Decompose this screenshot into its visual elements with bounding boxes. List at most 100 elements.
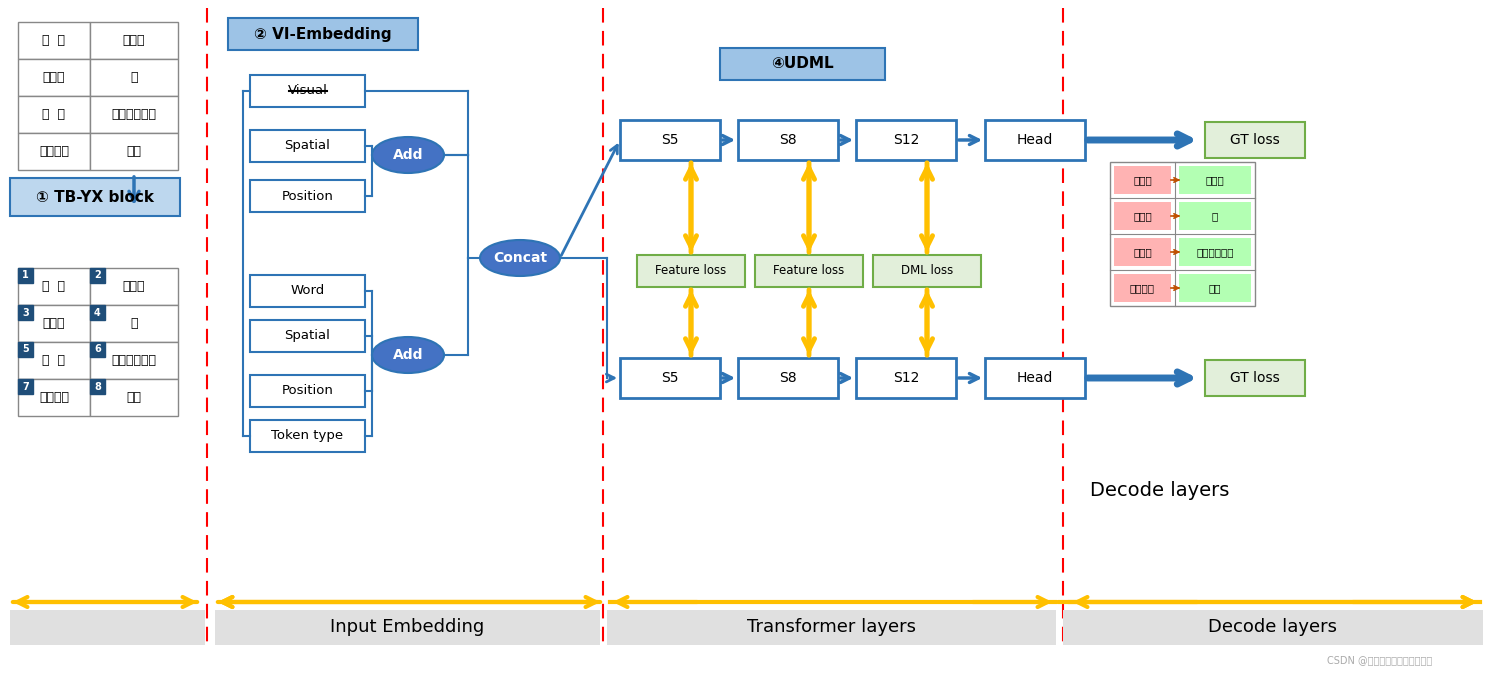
Bar bbox=[250, 75, 365, 107]
Bar bbox=[89, 305, 177, 342]
Text: 政治面貌: 政治面貌 bbox=[39, 145, 69, 158]
Bar bbox=[250, 180, 365, 212]
Bar bbox=[1115, 166, 1171, 194]
Bar bbox=[738, 358, 837, 398]
Text: 曾用名: 曾用名 bbox=[43, 71, 66, 84]
Text: Input Embedding: Input Embedding bbox=[331, 619, 484, 636]
Text: 甘肃省兰州市: 甘肃省兰州市 bbox=[1196, 247, 1234, 257]
Bar bbox=[228, 18, 419, 50]
Text: Word: Word bbox=[291, 284, 325, 297]
Text: CSDN @博观而约取，厚积而薄发: CSDN @博观而约取，厚积而薄发 bbox=[1328, 655, 1432, 665]
Bar bbox=[18, 379, 89, 416]
Bar bbox=[18, 96, 89, 133]
Text: Spatial: Spatial bbox=[285, 139, 331, 152]
Ellipse shape bbox=[372, 337, 444, 373]
Text: 8: 8 bbox=[94, 382, 101, 391]
Text: S12: S12 bbox=[893, 133, 919, 147]
Bar bbox=[720, 48, 885, 80]
Text: S8: S8 bbox=[779, 371, 797, 385]
Text: S5: S5 bbox=[662, 133, 679, 147]
Bar bbox=[1062, 610, 1483, 645]
Bar bbox=[755, 255, 863, 287]
Bar bbox=[18, 59, 89, 96]
Text: 无: 无 bbox=[130, 317, 137, 330]
Text: Position: Position bbox=[282, 190, 334, 202]
Bar bbox=[1179, 274, 1252, 302]
Bar bbox=[89, 22, 177, 59]
Bar bbox=[89, 379, 177, 416]
Text: 7: 7 bbox=[22, 382, 28, 391]
Bar bbox=[89, 268, 177, 305]
Bar bbox=[985, 120, 1085, 160]
Text: Add: Add bbox=[393, 148, 423, 162]
Text: 姓一名: 姓一名 bbox=[1132, 175, 1152, 185]
Bar bbox=[1179, 166, 1252, 194]
Bar bbox=[1115, 238, 1171, 266]
Bar bbox=[18, 22, 89, 59]
Bar bbox=[89, 379, 104, 394]
Bar bbox=[18, 379, 33, 394]
Text: 甘肃省兰州市: 甘肃省兰州市 bbox=[112, 354, 156, 367]
Text: Head: Head bbox=[1016, 133, 1053, 147]
Text: 政治面貌: 政治面貌 bbox=[1129, 283, 1155, 293]
Text: 王致和: 王致和 bbox=[1205, 175, 1225, 185]
Text: 6: 6 bbox=[94, 345, 101, 355]
Text: ② VI-Embedding: ② VI-Embedding bbox=[255, 26, 392, 41]
Bar bbox=[18, 305, 33, 320]
Text: S5: S5 bbox=[662, 371, 679, 385]
Bar bbox=[1110, 162, 1255, 306]
Bar bbox=[89, 305, 104, 320]
Bar bbox=[89, 342, 177, 379]
Text: 王致和: 王致和 bbox=[122, 34, 145, 47]
Ellipse shape bbox=[480, 240, 560, 276]
Bar bbox=[855, 120, 957, 160]
Text: Transformer layers: Transformer layers bbox=[746, 619, 916, 636]
Bar bbox=[873, 255, 980, 287]
Text: Head: Head bbox=[1016, 371, 1053, 385]
Bar bbox=[855, 358, 957, 398]
Text: 姓  名: 姓 名 bbox=[43, 280, 66, 293]
Text: GT loss: GT loss bbox=[1231, 371, 1280, 385]
Bar bbox=[89, 133, 177, 170]
Text: Decode layers: Decode layers bbox=[1091, 481, 1229, 500]
Bar bbox=[250, 375, 365, 407]
Text: Spatial: Spatial bbox=[285, 330, 331, 343]
Bar bbox=[250, 320, 365, 352]
Bar bbox=[606, 610, 1056, 645]
Bar bbox=[1115, 274, 1171, 302]
Text: GT loss: GT loss bbox=[1231, 133, 1280, 147]
Bar bbox=[638, 255, 745, 287]
Text: 王致和: 王致和 bbox=[122, 280, 145, 293]
Text: Decode layers: Decode layers bbox=[1208, 619, 1338, 636]
Text: DML loss: DML loss bbox=[901, 265, 954, 278]
Text: 无: 无 bbox=[1211, 211, 1219, 221]
Bar bbox=[1179, 202, 1252, 230]
Bar bbox=[250, 130, 365, 162]
Text: 政治面貌: 政治面貌 bbox=[39, 391, 69, 404]
Text: 籍  贯: 籍 贯 bbox=[43, 354, 66, 367]
Bar bbox=[985, 358, 1085, 398]
Text: 1: 1 bbox=[22, 271, 28, 280]
Text: 曾用名: 曾用名 bbox=[43, 317, 66, 330]
Text: 无: 无 bbox=[130, 71, 137, 84]
Text: Token type: Token type bbox=[271, 429, 344, 443]
Text: 党员: 党员 bbox=[127, 145, 142, 158]
Text: Concat: Concat bbox=[493, 251, 547, 265]
Text: Visual: Visual bbox=[288, 85, 328, 97]
Text: 籍一贯: 籍一贯 bbox=[1132, 247, 1152, 257]
Text: 4: 4 bbox=[94, 307, 101, 318]
Text: S8: S8 bbox=[779, 133, 797, 147]
Text: 2: 2 bbox=[94, 271, 101, 280]
Text: 党员: 党员 bbox=[1208, 283, 1222, 293]
Text: 党员: 党员 bbox=[127, 391, 142, 404]
Bar bbox=[250, 420, 365, 452]
Text: Feature loss: Feature loss bbox=[773, 265, 845, 278]
Text: 曾用名: 曾用名 bbox=[1132, 211, 1152, 221]
Text: ④UDML: ④UDML bbox=[772, 56, 834, 72]
Text: 甘肃省兰州市: 甘肃省兰州市 bbox=[112, 108, 156, 121]
Bar bbox=[89, 59, 177, 96]
Bar bbox=[738, 120, 837, 160]
Bar bbox=[18, 133, 89, 170]
Text: Feature loss: Feature loss bbox=[656, 265, 727, 278]
Text: 籍  贯: 籍 贯 bbox=[43, 108, 66, 121]
